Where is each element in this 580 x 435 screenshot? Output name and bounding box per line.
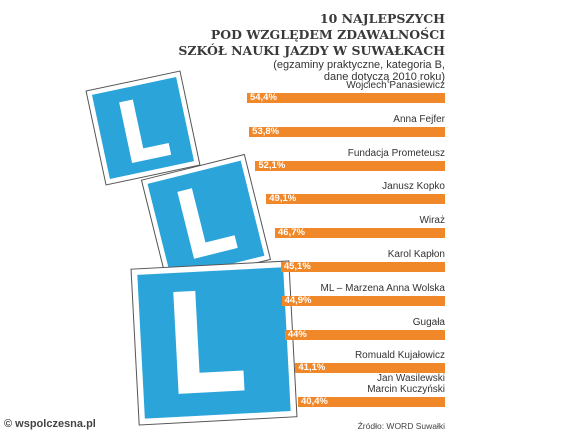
category-label: Wiraż xyxy=(419,215,445,227)
category-label: Fundacja Prometeusz xyxy=(347,147,445,159)
bar xyxy=(249,126,445,137)
category-label: Jan Wasilewski Marcin Kuczyński xyxy=(367,373,445,396)
value-label: 53,8% xyxy=(252,125,280,137)
category-label: Anna Fejfer xyxy=(393,113,445,125)
value-label: 49,1% xyxy=(269,193,297,205)
value-label: 41,1% xyxy=(298,362,326,374)
value-label: 45,1% xyxy=(283,261,311,272)
category-label: ML – Marzena Anna Wolska xyxy=(320,282,445,294)
title-line: SZKÓŁ NAUKI JAZDY W SUWAŁKACH xyxy=(178,43,445,58)
bar xyxy=(275,228,445,239)
bar xyxy=(281,295,445,306)
l-sign xyxy=(140,153,272,286)
subtitle-line: (egzaminy praktyczne, kategoria B, xyxy=(273,59,445,71)
category-label: Janusz Kopko xyxy=(382,181,445,193)
value-label: 44% xyxy=(287,328,307,340)
value-label: 52,1% xyxy=(258,159,286,171)
subtitle-line: dane dotyczą 2010 roku) xyxy=(323,71,445,83)
category-label: Romuald Kujałowicz xyxy=(354,350,445,362)
category-label: Karol Kapłon xyxy=(387,249,445,260)
l-sign xyxy=(85,70,201,186)
l-sign xyxy=(130,260,298,426)
value-label: 46,7% xyxy=(278,227,305,239)
bar xyxy=(246,93,445,103)
title-line: POD WZGLĘDEM ZDAWALNOŚCI xyxy=(210,27,445,42)
bar xyxy=(295,363,445,374)
value-label: 44,9% xyxy=(284,294,312,306)
bar xyxy=(255,160,445,171)
watermark: © wspolczesna.pl xyxy=(4,418,96,430)
bar xyxy=(280,262,445,272)
bar xyxy=(266,194,445,205)
bar xyxy=(297,397,445,408)
source: Źródło: WORD Suwałki xyxy=(357,421,445,431)
value-label: 54,4% xyxy=(249,92,277,103)
category-label: Wojciech Panasiewicz xyxy=(346,80,445,91)
category-label: Gugała xyxy=(412,316,445,328)
title-line: 10 NAJLEPSZYCH xyxy=(319,11,445,26)
value-label: 40,4% xyxy=(300,396,328,408)
bar xyxy=(284,329,445,340)
